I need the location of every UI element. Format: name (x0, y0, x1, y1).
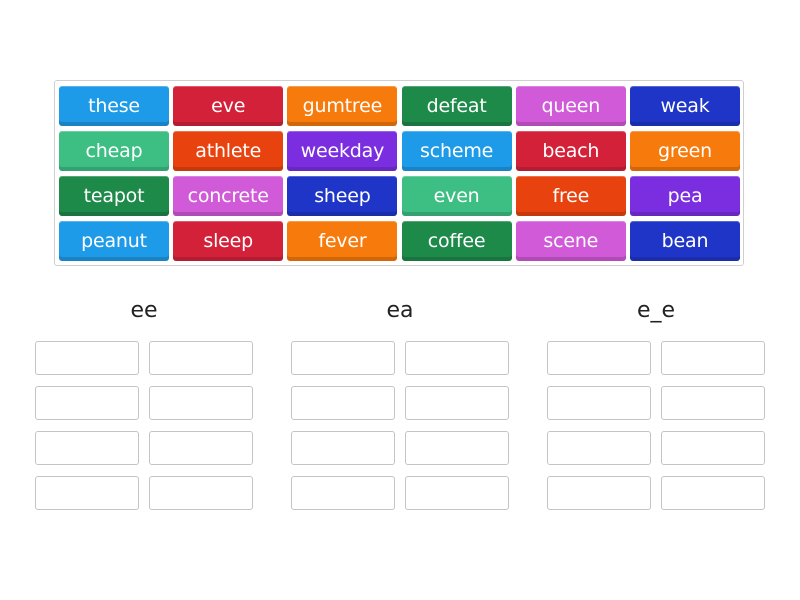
word-tile[interactable]: gumtree (287, 86, 398, 126)
drop-slot[interactable] (35, 476, 139, 510)
drop-slot[interactable] (35, 431, 139, 465)
word-tile[interactable]: free (515, 176, 626, 216)
drop-slot[interactable] (661, 341, 765, 375)
drop-slot[interactable] (149, 431, 253, 465)
drop-slot[interactable] (547, 341, 651, 375)
drop-slot[interactable] (291, 341, 395, 375)
drop-slot[interactable] (35, 386, 139, 420)
word-bank: these eve gumtree defeat queen weak cheap athle… (54, 80, 744, 266)
drop-slot[interactable] (149, 476, 253, 510)
word-tile[interactable]: beach (515, 131, 626, 171)
group-heading: ee (130, 298, 158, 323)
drop-slot[interactable] (291, 386, 395, 420)
drop-slot[interactable] (291, 476, 395, 510)
word-tile[interactable]: concrete (173, 176, 284, 216)
drop-slot[interactable] (35, 341, 139, 375)
word-tile[interactable]: coffee (401, 221, 512, 261)
word-tile[interactable]: queen (515, 86, 626, 126)
word-tile[interactable]: cheap (59, 131, 169, 171)
drop-slot[interactable] (149, 341, 253, 375)
drop-slot[interactable] (661, 386, 765, 420)
group-heading: ea (386, 298, 414, 323)
drop-slot[interactable] (405, 431, 509, 465)
word-tile[interactable]: pea (630, 176, 740, 216)
word-tile[interactable]: eve (173, 86, 284, 126)
drop-slot[interactable] (661, 431, 765, 465)
drop-slot[interactable] (547, 386, 651, 420)
drop-slot[interactable] (291, 431, 395, 465)
word-tile[interactable]: sleep (173, 221, 284, 261)
drop-slot[interactable] (661, 476, 765, 510)
word-tile[interactable]: sheep (287, 176, 398, 216)
drop-slot[interactable] (405, 476, 509, 510)
drop-slot[interactable] (405, 386, 509, 420)
group-heading: e_e (636, 298, 676, 323)
word-tile[interactable]: scene (515, 221, 626, 261)
word-tile[interactable]: peanut (59, 221, 169, 261)
drop-slot[interactable] (405, 341, 509, 375)
word-tile[interactable]: green (630, 131, 740, 171)
word-tile[interactable]: teapot (59, 176, 169, 216)
word-tile[interactable]: defeat (401, 86, 512, 126)
word-tile[interactable]: even (401, 176, 512, 216)
word-tile[interactable]: athlete (173, 131, 284, 171)
word-tile[interactable]: weak (630, 86, 740, 126)
word-tile[interactable]: these (59, 86, 169, 126)
drop-slot[interactable] (149, 386, 253, 420)
word-tile[interactable]: scheme (401, 131, 512, 171)
word-tile[interactable]: fever (287, 221, 398, 261)
word-tile[interactable]: bean (630, 221, 740, 261)
drop-slot[interactable] (547, 431, 651, 465)
word-tile[interactable]: weekday (287, 131, 398, 171)
drop-slot[interactable] (547, 476, 651, 510)
